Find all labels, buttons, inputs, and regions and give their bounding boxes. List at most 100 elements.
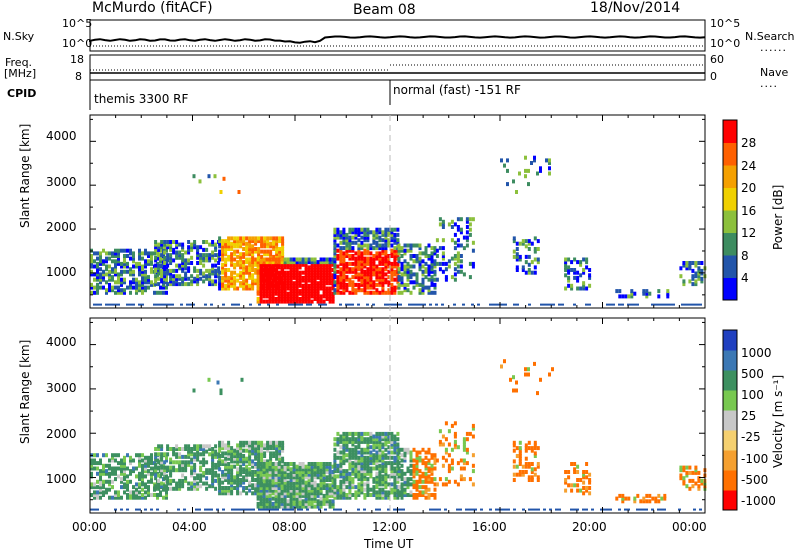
power-cell	[384, 259, 388, 264]
power-cell	[527, 168, 530, 173]
power-cell	[384, 238, 388, 243]
velocity-cell	[248, 467, 252, 472]
power-cell	[178, 274, 182, 279]
velocity-cell	[126, 453, 129, 458]
velocity-ground-cell	[258, 508, 261, 511]
power-cell	[316, 268, 320, 272]
power-cell	[471, 248, 475, 253]
power-cell	[339, 251, 343, 256]
power-cell	[214, 253, 218, 258]
power-cell	[400, 277, 404, 282]
velocity-cell	[268, 470, 272, 474]
power-cell	[336, 275, 340, 280]
power-cell	[642, 289, 646, 294]
power-cell	[245, 278, 249, 283]
power-cell	[316, 299, 320, 304]
velocity-cell	[369, 455, 373, 460]
power-cell	[536, 257, 540, 262]
velocity-ground-cell	[699, 508, 702, 511]
velocity-cell	[111, 453, 114, 458]
velocity-cell	[205, 481, 209, 486]
velocity-cell	[444, 421, 448, 426]
power-cell	[295, 257, 299, 262]
velocity-cell	[289, 496, 293, 501]
power-cell	[384, 227, 388, 232]
power-cell	[333, 256, 337, 261]
velocity-cell	[409, 482, 413, 487]
velocity-cell	[366, 450, 370, 455]
velocity-cell	[307, 467, 311, 472]
velocity-cell	[515, 388, 518, 393]
velocity-ground-cell	[249, 508, 252, 511]
power-cell	[627, 294, 631, 299]
velocity-cell	[274, 478, 278, 482]
velocity-cell	[108, 463, 111, 468]
power-cell	[384, 290, 388, 295]
velocity-cell	[387, 431, 391, 436]
velocity-cell	[351, 463, 355, 468]
velocity-cell	[366, 485, 370, 490]
power-cell	[277, 299, 281, 304]
velocity-cell	[277, 475, 281, 480]
velocity-cell	[256, 464, 260, 469]
power-cell	[278, 252, 282, 257]
velocity-cell	[272, 440, 276, 445]
velocity-cell	[415, 463, 419, 468]
power-cell	[396, 264, 400, 269]
power-cell	[325, 262, 329, 267]
power-cell	[313, 286, 317, 291]
power-cell	[163, 274, 167, 279]
velocity-cell	[172, 486, 176, 491]
velocity-cell	[527, 462, 531, 466]
velocity-cell	[573, 483, 577, 488]
power-cell	[245, 270, 249, 275]
velocity-cell	[316, 475, 320, 480]
power-cell	[262, 289, 266, 294]
velocity-cell	[96, 479, 99, 484]
power-cell	[150, 280, 153, 285]
power-cell	[277, 262, 281, 267]
velocity-cell	[333, 485, 337, 490]
velocity-cell	[381, 431, 385, 436]
power-cell	[172, 276, 176, 281]
power-cell	[254, 257, 258, 262]
power-cell	[260, 244, 264, 249]
velocity-cell	[357, 439, 361, 444]
power-cell	[328, 260, 332, 265]
power-cell	[375, 256, 379, 261]
power-cell	[360, 272, 364, 277]
power-cell	[274, 291, 278, 296]
velocity-cell	[259, 496, 263, 501]
power-cell	[354, 251, 358, 256]
power-cell	[366, 285, 370, 290]
power-cell	[354, 235, 358, 240]
velocity-cell	[269, 443, 273, 448]
power-cell	[325, 257, 329, 262]
power-cell	[99, 277, 102, 282]
power-cell	[90, 290, 93, 295]
power-cell	[369, 269, 373, 274]
velocity-cell	[221, 472, 225, 477]
velocity-cell	[421, 447, 425, 452]
power-cell	[415, 272, 419, 277]
velocity-cell	[102, 479, 105, 484]
power-cell	[117, 275, 120, 280]
power-cell	[123, 288, 126, 293]
velocity-cell	[390, 439, 394, 444]
power-cell	[372, 230, 376, 235]
velocity-cell	[159, 493, 162, 497]
velocity-cell	[424, 474, 428, 479]
power-cell	[357, 259, 361, 264]
power-ground-cell	[561, 303, 564, 306]
velocity-cell	[397, 450, 401, 455]
velocity-cell	[166, 481, 170, 486]
velocity-cell	[283, 475, 287, 480]
power-cell	[265, 262, 269, 267]
velocity-cell	[381, 442, 385, 447]
power-cell	[298, 273, 302, 278]
power-cell	[108, 275, 111, 280]
velocity-cell	[147, 479, 150, 484]
power-cell	[357, 261, 361, 266]
power-cell	[345, 275, 349, 280]
power-cell	[393, 285, 397, 290]
